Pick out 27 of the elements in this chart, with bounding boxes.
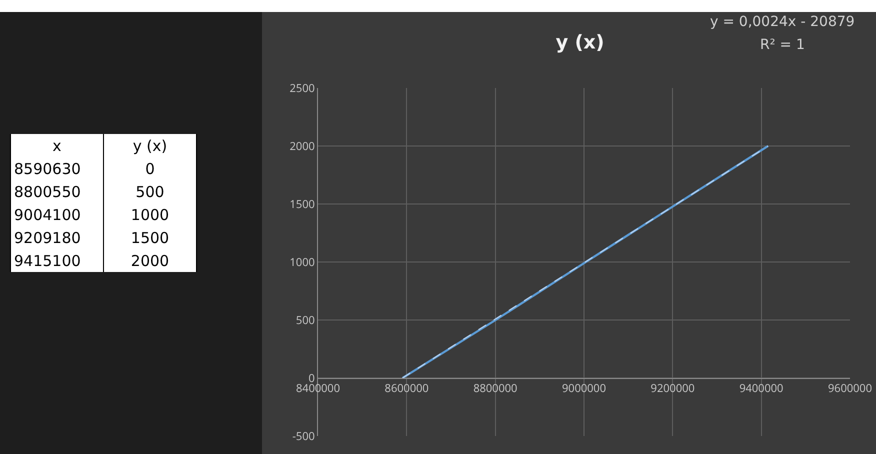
x-tick-label: 9600000 [828,381,872,396]
text: 9209180 [10,226,104,249]
text: 9004100 [10,203,104,226]
y-tick-label: 2000 [290,138,315,154]
chart-title: y (x) [556,32,604,54]
y-tick-label: 2500 [290,80,315,96]
y-tick-label: 1500 [290,196,315,212]
y-tick-label: -500 [292,428,315,444]
text: 1500 [104,226,196,249]
text: 8590630 [10,157,104,180]
text: 2000 [104,249,196,272]
text: R² = 1 [760,37,805,53]
text: y = 0,0024x - 20879 [710,14,855,30]
x-tick-label: 9000000 [562,381,606,396]
text: 0 [104,157,196,180]
x-tick-label: 8600000 [384,381,429,396]
text: 500 [104,180,196,203]
y-tick-label: 1000 [290,254,315,270]
text: 9415100 [10,249,104,272]
text: 8800550 [10,180,104,203]
text: y (x) [104,134,196,157]
text: 1000 [104,203,196,226]
text: x [10,134,104,157]
x-tick-label: 8800000 [473,381,518,396]
y-tick-label: 500 [296,312,315,328]
x-tick-label: 9200000 [650,381,695,396]
x-tick-label: 9400000 [739,381,784,396]
